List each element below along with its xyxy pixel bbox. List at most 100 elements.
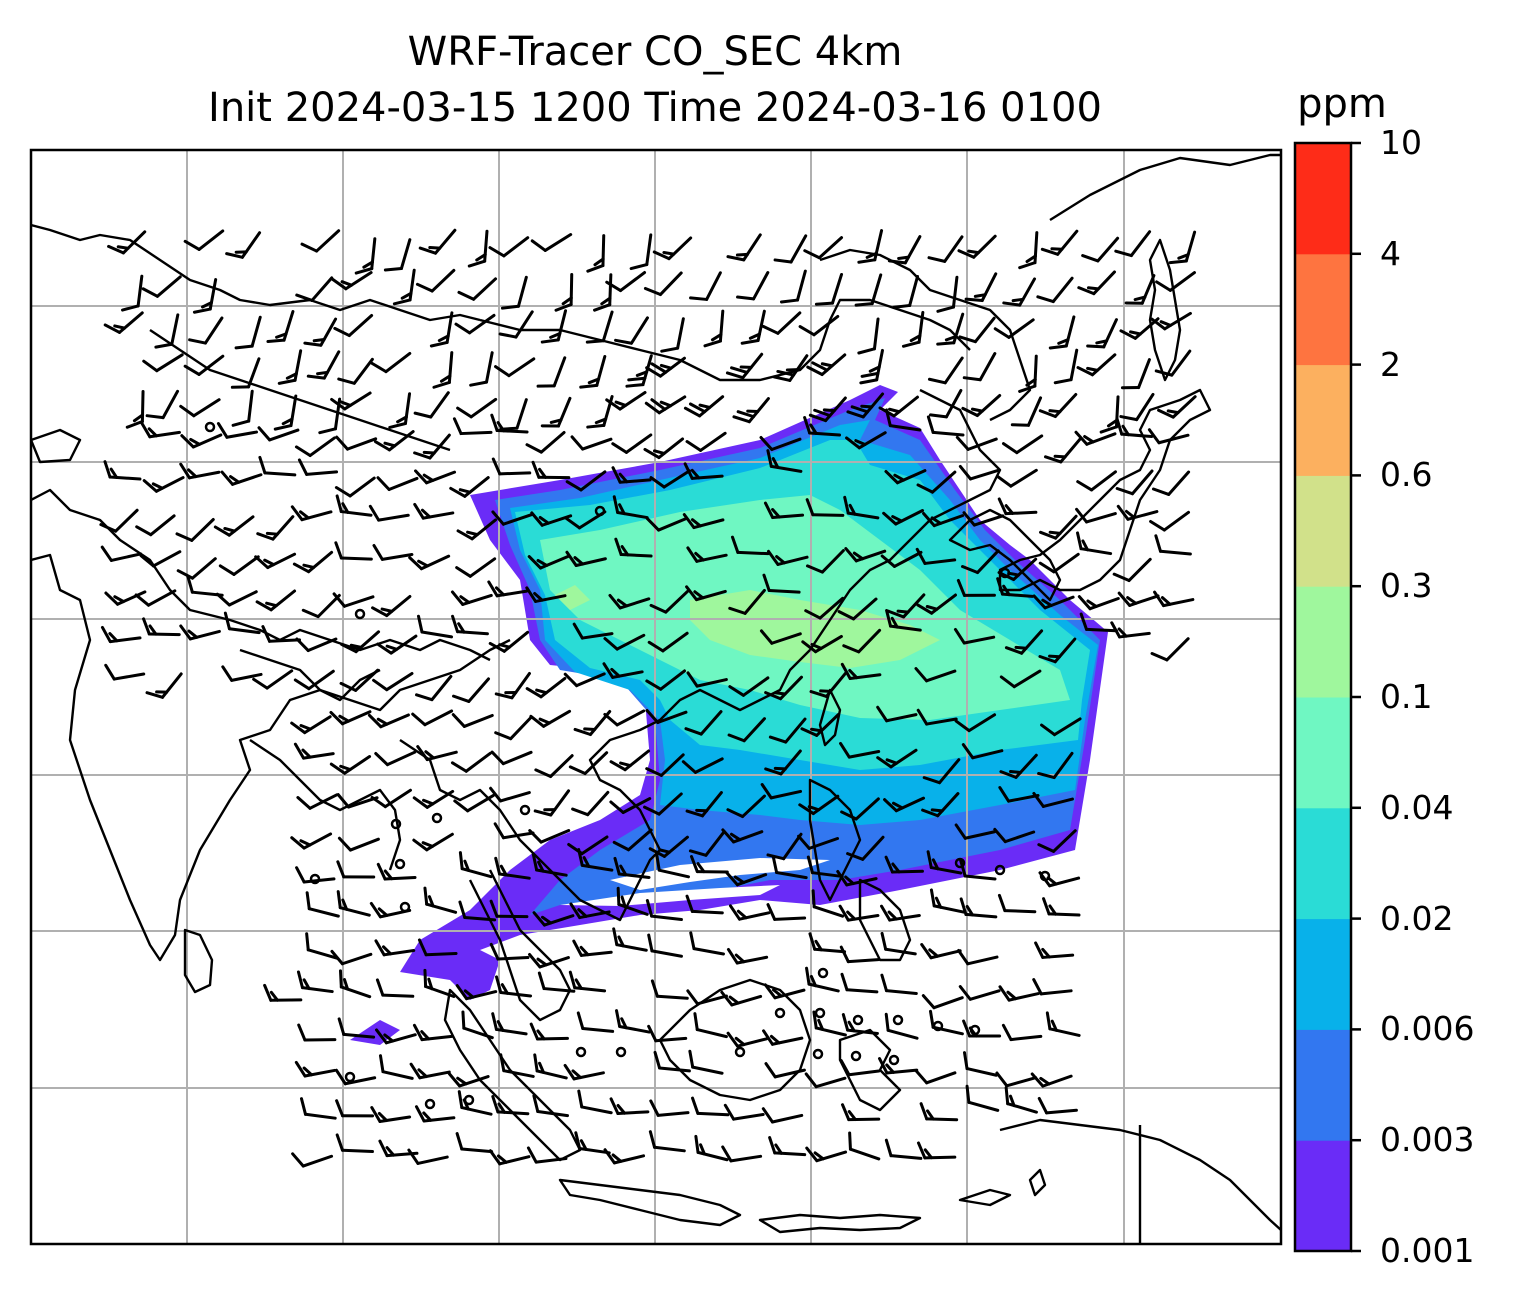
wind-barb bbox=[721, 1145, 763, 1163]
wind-barb bbox=[916, 708, 958, 726]
wind-barb bbox=[1038, 637, 1077, 664]
wind-barb bbox=[449, 476, 490, 498]
wind-barb bbox=[691, 1096, 730, 1117]
wind-barb bbox=[334, 476, 376, 498]
wind-barb bbox=[997, 497, 1038, 516]
wind-barb bbox=[107, 230, 147, 255]
wind-barb bbox=[844, 547, 887, 563]
wind-barb bbox=[104, 590, 147, 606]
wind-barb bbox=[451, 614, 489, 636]
wind-barb bbox=[188, 316, 224, 345]
wind-barb bbox=[305, 891, 340, 918]
colorbar-tick-label: 4 bbox=[1380, 233, 1401, 273]
wind-barb bbox=[916, 470, 957, 494]
wind-barb bbox=[846, 835, 885, 861]
wind-barb bbox=[491, 1012, 528, 1036]
wind-barb bbox=[125, 390, 145, 429]
wind-barb bbox=[957, 948, 999, 966]
wind-barb bbox=[334, 541, 373, 561]
wind-barb bbox=[914, 667, 957, 683]
wind-barb bbox=[759, 629, 802, 645]
coastlines bbox=[31, 153, 1281, 1244]
wind-barb bbox=[613, 856, 651, 879]
wind-barb bbox=[337, 1017, 376, 1039]
wind-barb bbox=[843, 495, 880, 520]
wind-barb bbox=[1154, 349, 1192, 377]
wind-barb bbox=[649, 1099, 690, 1117]
wind-barb bbox=[1038, 393, 1078, 419]
wind-barb bbox=[495, 975, 533, 998]
wind-barb bbox=[183, 354, 225, 376]
wind-barb bbox=[703, 309, 725, 348]
wind-barb bbox=[305, 932, 339, 960]
wind-barb bbox=[647, 933, 683, 958]
coast-newguinea bbox=[999, 1118, 1281, 1231]
wind-barb bbox=[103, 460, 142, 481]
wind-barb bbox=[683, 462, 724, 480]
wind-barb bbox=[409, 1062, 451, 1080]
wind-barb bbox=[337, 836, 380, 852]
wind-barb bbox=[234, 315, 262, 350]
wind-barb bbox=[458, 900, 497, 922]
wind-barb bbox=[936, 312, 965, 346]
wind-barb bbox=[953, 627, 996, 645]
wind-barb bbox=[533, 1053, 568, 1080]
wind-barb bbox=[850, 1050, 862, 1062]
coast-java bbox=[558, 1178, 742, 1227]
wind-barb bbox=[413, 433, 451, 460]
wind-barb bbox=[740, 309, 766, 345]
wind-barb bbox=[736, 271, 770, 301]
wind-barb bbox=[453, 793, 495, 813]
coast-china-east bbox=[809, 388, 1002, 651]
wind-barb bbox=[603, 709, 646, 727]
wind-barb bbox=[609, 1097, 650, 1115]
wind-barb bbox=[1039, 870, 1051, 882]
plot-title-line1: WRF-Tracer CO_SEC 4km bbox=[407, 29, 903, 75]
wind-barb bbox=[1150, 637, 1190, 662]
wind-barb bbox=[859, 348, 884, 385]
wind-barb bbox=[577, 848, 614, 872]
wind-barb bbox=[764, 675, 803, 701]
wind-barb bbox=[1076, 353, 1117, 377]
wind-barb bbox=[407, 1148, 449, 1165]
colorbar-segment bbox=[1295, 1140, 1351, 1252]
wind-barb bbox=[615, 1046, 627, 1058]
wind-barb bbox=[176, 557, 217, 580]
wind-barb bbox=[1036, 276, 1074, 304]
wind-barb bbox=[804, 1072, 847, 1089]
wind-barb bbox=[1018, 354, 1038, 393]
wind-barb bbox=[961, 743, 1004, 760]
wind-barb bbox=[537, 971, 576, 993]
wind-barb bbox=[1040, 717, 1082, 737]
wind-barb bbox=[571, 790, 610, 817]
wind-barb bbox=[140, 421, 181, 439]
wind-barb bbox=[429, 311, 454, 348]
wind-barb bbox=[494, 671, 531, 700]
wind-barb bbox=[958, 464, 1001, 481]
wind-barb bbox=[926, 415, 965, 437]
wind-barb bbox=[568, 751, 609, 776]
wind-barb bbox=[1004, 1086, 1038, 1114]
wind-barb bbox=[225, 231, 262, 259]
wind-barb bbox=[645, 753, 685, 777]
colorbar-segment bbox=[1295, 475, 1351, 587]
wind-barb bbox=[586, 234, 606, 273]
wind-barb bbox=[218, 555, 260, 576]
wind-barb bbox=[1037, 1096, 1078, 1115]
wind-barb bbox=[996, 468, 1038, 488]
wind-barb bbox=[490, 750, 533, 766]
wind-barb bbox=[339, 668, 380, 692]
wind-barb bbox=[373, 430, 415, 452]
wind-barb bbox=[1110, 621, 1151, 639]
coast-japan bbox=[998, 388, 1212, 592]
wind-barb bbox=[295, 637, 338, 653]
wind-barb bbox=[957, 234, 997, 259]
coast-russia-northeast bbox=[1049, 153, 1281, 222]
wind-barb bbox=[884, 855, 924, 874]
wind-barb bbox=[645, 899, 683, 922]
wind-barb bbox=[838, 904, 880, 922]
wind-barb bbox=[886, 593, 926, 619]
wind-barb bbox=[926, 850, 963, 875]
wind-barb bbox=[892, 274, 920, 309]
wind-barb bbox=[612, 828, 653, 852]
